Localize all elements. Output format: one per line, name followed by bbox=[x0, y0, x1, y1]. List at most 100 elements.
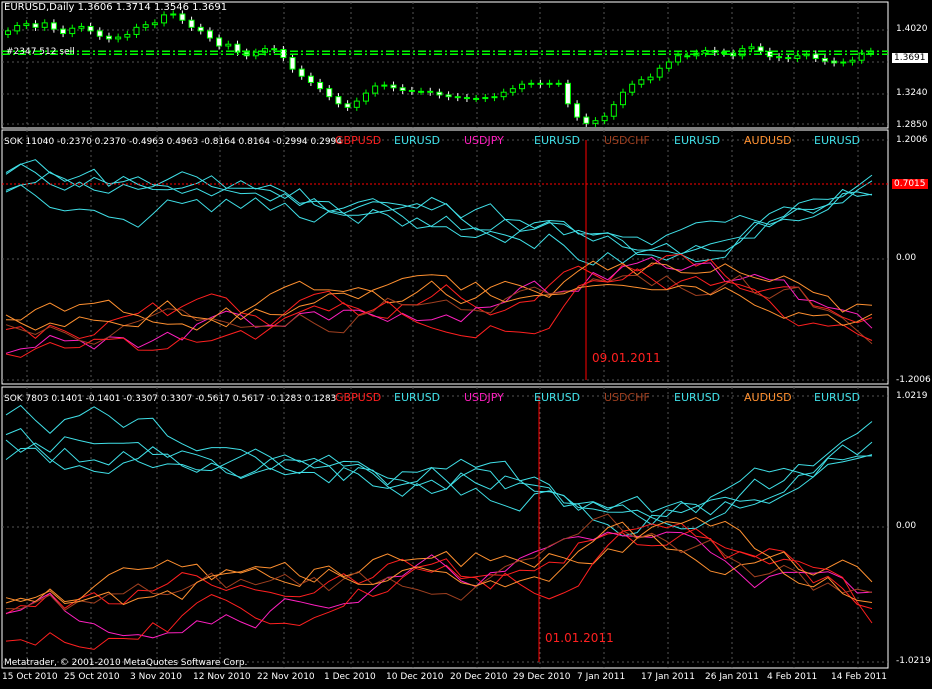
candle-body bbox=[676, 56, 681, 62]
candle-body bbox=[822, 58, 827, 61]
candle-body bbox=[593, 121, 598, 124]
candle-body bbox=[207, 31, 212, 38]
candle-body bbox=[363, 93, 368, 101]
candle-body bbox=[198, 27, 203, 31]
candle-body bbox=[171, 14, 176, 15]
indicator-series-line bbox=[6, 261, 872, 330]
candle-body bbox=[226, 44, 231, 46]
ind2-symbol-4: EURUSD bbox=[534, 391, 580, 404]
ind1-symbol-3: USDJPY bbox=[464, 134, 504, 147]
candle-body bbox=[639, 80, 644, 84]
candle-body bbox=[391, 85, 396, 88]
ind2-symbol-2: EURUSD bbox=[394, 391, 440, 404]
candle-body bbox=[611, 105, 616, 117]
ind2-symbol-3: USDJPY bbox=[464, 391, 504, 404]
order-label: #2347 512 sell bbox=[6, 46, 75, 58]
indicator-series-line bbox=[6, 523, 872, 649]
candle-body bbox=[721, 52, 726, 53]
candle-body bbox=[437, 92, 442, 95]
candle-body bbox=[538, 83, 543, 84]
indicator-series-line bbox=[6, 160, 872, 260]
candle-body bbox=[189, 20, 194, 27]
ind2-symbol-1: GBPUSD bbox=[335, 391, 381, 404]
candle-body bbox=[850, 60, 855, 62]
candle-body bbox=[33, 24, 38, 28]
x-label: 25 Oct 2010 bbox=[64, 672, 120, 682]
x-label: 10 Dec 2010 bbox=[386, 672, 444, 682]
ind1-level-label: 0.7015 bbox=[892, 179, 928, 189]
candle-body bbox=[409, 90, 414, 91]
candle-body bbox=[134, 27, 139, 34]
candle-body bbox=[354, 101, 359, 107]
candle-body bbox=[6, 31, 11, 35]
panel-frame-1 bbox=[2, 2, 888, 128]
ind1-header: SOK 11040 -0.2370 0.2370 -0.4963 0.4963 … bbox=[4, 136, 342, 148]
candle-body bbox=[464, 98, 469, 99]
candle-body bbox=[602, 116, 607, 120]
candle-body bbox=[501, 92, 506, 96]
candle-body bbox=[565, 83, 570, 103]
candle-body bbox=[474, 98, 479, 99]
copyright-text: Metatrader, © 2001-2010 MetaQuotes Softw… bbox=[4, 657, 247, 669]
candle-body bbox=[510, 89, 515, 93]
candle-body bbox=[455, 97, 460, 98]
x-label: 1 Dec 2010 bbox=[324, 672, 376, 682]
candle-body bbox=[308, 76, 313, 82]
candle-body bbox=[15, 26, 20, 31]
candle-body bbox=[777, 57, 782, 58]
indicator-series-line bbox=[6, 422, 872, 529]
candle-body bbox=[51, 23, 56, 29]
x-label: 22 Nov 2010 bbox=[257, 672, 315, 682]
candle-body bbox=[428, 91, 433, 92]
candle-body bbox=[61, 29, 66, 33]
candle-body bbox=[666, 62, 671, 68]
ind1-ylabel-top: 1.2006 bbox=[896, 135, 928, 145]
candle-body bbox=[143, 25, 148, 28]
ind1-ylabel-bottom: -1.2006 bbox=[896, 375, 931, 385]
candle-body bbox=[630, 84, 635, 92]
candle-body bbox=[180, 14, 185, 20]
ind1-symbol-1: GBPUSD bbox=[335, 134, 381, 147]
candle-body bbox=[419, 91, 424, 92]
candle-body bbox=[483, 98, 488, 99]
ind1-symbol-6: EURUSD bbox=[674, 134, 720, 147]
candle-body bbox=[272, 49, 277, 50]
ind2-ylabel-top: 1.0219 bbox=[896, 391, 928, 401]
candle-body bbox=[529, 83, 534, 84]
candle-body bbox=[318, 82, 323, 88]
x-label: 29 Dec 2010 bbox=[513, 672, 571, 682]
ind2-symbol-8: EURUSD bbox=[814, 391, 860, 404]
candle-body bbox=[162, 15, 167, 23]
candle-body bbox=[657, 68, 662, 77]
candle-body bbox=[345, 104, 350, 108]
ind2-symbol-7: AUDUSD bbox=[744, 391, 792, 404]
candle-body bbox=[70, 28, 75, 33]
candle-body bbox=[106, 36, 111, 39]
indicator-series-line bbox=[6, 175, 872, 262]
ind1-symbol-2: EURUSD bbox=[394, 134, 440, 147]
candle-body bbox=[373, 86, 378, 93]
indicator-series-line bbox=[6, 164, 872, 245]
ind1-symbol-4: EURUSD bbox=[534, 134, 580, 147]
candle-body bbox=[217, 38, 222, 46]
indicator-series-line bbox=[6, 257, 872, 353]
x-label: 7 Jan 2011 bbox=[577, 672, 625, 682]
candle-body bbox=[556, 83, 561, 84]
candle-body bbox=[446, 95, 451, 97]
ind1-symbol-5: USDCHF bbox=[604, 134, 650, 147]
ind1-symbol-8: EURUSD bbox=[814, 134, 860, 147]
ind1-symbol-7: AUDUSD bbox=[744, 134, 792, 147]
x-label: 17 Jan 2011 bbox=[641, 672, 695, 682]
indicator-series-line bbox=[6, 514, 872, 610]
candle-body bbox=[327, 89, 332, 97]
candle-body bbox=[116, 37, 121, 39]
main-ylabel-bottom: 1.2850 bbox=[896, 120, 928, 130]
candle-body bbox=[795, 56, 800, 59]
main-ylabel-top: 1.4020 bbox=[896, 24, 928, 34]
x-label: 26 Jan 2011 bbox=[705, 672, 759, 682]
panel-frame-3 bbox=[2, 387, 888, 668]
main-ylabel-mid: 1.3240 bbox=[896, 88, 928, 98]
candle-body bbox=[336, 97, 341, 104]
